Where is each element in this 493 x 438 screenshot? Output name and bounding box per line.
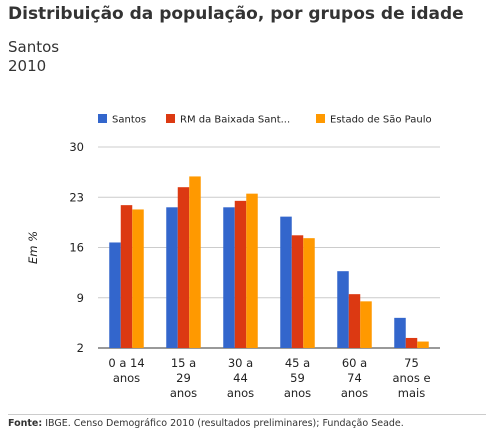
bar — [166, 207, 178, 348]
bar — [177, 187, 190, 348]
bar — [120, 205, 133, 348]
page-title: Distribuição da população, por grupos de… — [8, 4, 464, 24]
subtitle-location: Santos — [8, 38, 60, 56]
x-tick-label: anos — [341, 386, 368, 400]
bar — [132, 209, 144, 348]
x-tick-label: anos — [170, 386, 197, 400]
bar — [303, 238, 315, 348]
y-tick-label: 30 — [69, 140, 84, 154]
y-tick-label: 9 — [77, 291, 84, 305]
subtitle-year: 2010 — [8, 57, 47, 75]
legend-label: Estado de São Paulo — [330, 115, 432, 126]
legend-swatch — [316, 114, 325, 123]
y-axis-label: Em % — [26, 231, 40, 264]
x-tick-label: 59 — [290, 371, 305, 385]
bar — [223, 207, 235, 348]
x-tick-label: 44 — [233, 371, 248, 385]
source-note: Fonte: IBGE. Censo Demográfico 2010 (res… — [8, 418, 404, 429]
x-tick-label: anos — [227, 386, 254, 400]
x-tick-label: 15 a — [171, 356, 196, 370]
x-tick-label: mais — [398, 386, 425, 400]
x-tick-label: anos e — [392, 371, 430, 385]
source-label: Fonte: — [8, 418, 43, 429]
bar — [189, 176, 201, 348]
legend-label: RM da Baixada Sant... — [180, 115, 290, 126]
bar — [405, 337, 418, 348]
x-tick-label: 45 a — [285, 356, 310, 370]
chart-subtitle: Santos 2010 — [8, 38, 59, 76]
bar — [246, 193, 258, 348]
bar — [394, 317, 406, 348]
x-tick-label: 30 a — [228, 356, 253, 370]
y-tick-label: 2 — [77, 341, 84, 355]
bar — [291, 235, 304, 348]
source-text: IBGE. Censo Demográfico 2010 (resultados… — [42, 418, 404, 429]
x-tick-label: 74 — [347, 371, 362, 385]
x-tick-label: anos — [284, 386, 311, 400]
bar — [360, 301, 372, 348]
legend-swatch — [166, 114, 175, 123]
x-tick-label: 29 — [176, 371, 191, 385]
legend-swatch — [98, 114, 107, 123]
bar — [234, 200, 247, 348]
legend-label: Santos — [112, 115, 146, 126]
y-tick-label: 23 — [69, 190, 84, 204]
x-tick-label: anos — [113, 371, 140, 385]
bar — [348, 294, 361, 348]
y-tick-label: 16 — [69, 241, 84, 255]
bar — [337, 271, 349, 348]
x-tick-label: 0 a 14 — [108, 356, 144, 370]
bar — [417, 341, 429, 348]
x-tick-label: 75 — [404, 356, 419, 370]
bar — [109, 242, 121, 348]
x-tick-label: 60 a — [342, 356, 367, 370]
footer-divider — [8, 414, 486, 415]
bar — [280, 216, 292, 348]
